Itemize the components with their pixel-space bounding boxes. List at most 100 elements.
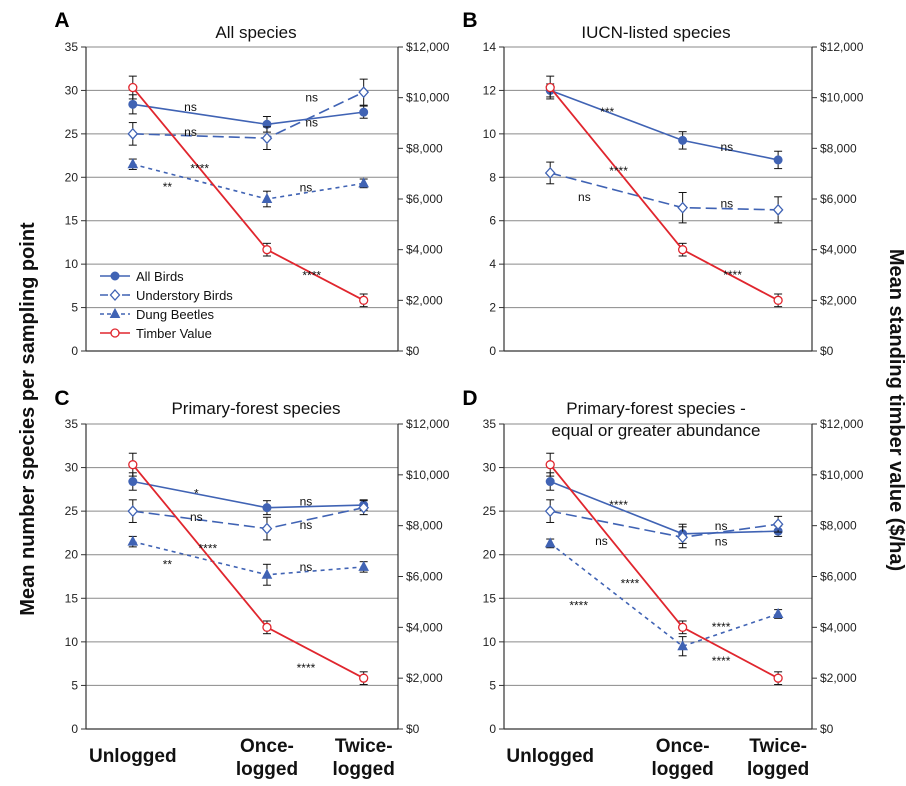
series-line (549, 542, 779, 648)
significance-annotation: ns (305, 116, 318, 130)
data-point (677, 531, 689, 544)
data-point (128, 82, 138, 93)
y-right-tick-label: $8,000 (820, 519, 857, 533)
y-right-tick-label: $12,000 (820, 40, 864, 54)
significance-annotation: **** (712, 654, 731, 668)
significance-annotation: ns (305, 90, 318, 104)
legend-label: Timber Value (136, 326, 212, 341)
y-right-tick-label: $4,000 (406, 620, 443, 634)
series-timber-value (545, 452, 783, 686)
y-right-tick-label: $2,000 (406, 293, 443, 307)
series-timber-value (128, 452, 369, 686)
data-point (677, 640, 688, 651)
series-line (132, 480, 364, 509)
legend: All Birds Understory Birds Dung Beetles Tim… (100, 269, 233, 341)
y-left-tick-label: 30 (65, 461, 79, 475)
y-right-tick-label: $6,000 (820, 570, 857, 584)
data-point (772, 203, 784, 216)
y-right-axis-title: Mean standing timber value ($/ha) (885, 249, 906, 571)
series-line (132, 464, 365, 679)
data-point (358, 560, 370, 571)
panel-title: equal or greater abundance (552, 421, 761, 440)
y-right-tick-label: $0 (406, 722, 420, 736)
significance-annotation: ns (720, 140, 733, 154)
panels: 0 5 10 15 20 25 30 35 $0 $2,000 $4,000 $6,000 $8,000… (54, 9, 863, 736)
series-timber-value (128, 75, 369, 308)
data-point (127, 535, 139, 546)
x-category-label: logged (333, 759, 395, 780)
panel-b: 0 2 4 6 8 10 12 14 $0 $2,000 $4,000 $6,000 $8,000 $10… (462, 9, 863, 358)
y-left-tick-label: 10 (65, 635, 79, 649)
data-point (127, 505, 139, 518)
significance-annotation: ns (715, 535, 728, 549)
significance-annotation: ns (300, 495, 313, 509)
data-point (358, 501, 370, 514)
panel-letter: C (54, 387, 69, 410)
data-point (359, 295, 369, 305)
y-left-tick-label: 35 (65, 40, 79, 54)
y-left-tick-label: 25 (483, 504, 497, 518)
data-point (358, 177, 370, 188)
panel-title: Primary-forest species (171, 399, 340, 418)
panel-title: Primary-forest species - (566, 399, 745, 418)
x-category-label: logged (747, 759, 809, 780)
significance-annotation: **** (198, 542, 217, 556)
significance-annotation: **** (723, 268, 742, 282)
x-category-label: logged (236, 759, 298, 780)
significance-annotation: ns (595, 534, 608, 548)
legend-label: Dung Beetles (136, 307, 215, 322)
y-left-tick-label: 0 (71, 344, 78, 358)
y-right-tick-label: $10,000 (406, 91, 450, 105)
y-left-tick-label: 25 (65, 504, 79, 518)
y-right-tick-label: $0 (406, 344, 420, 358)
significance-annotation: **** (190, 162, 209, 176)
significance-annotation: ns (300, 560, 313, 574)
y-right-tick-label: $4,000 (820, 620, 857, 634)
data-point (773, 673, 783, 683)
y-left-tick-label: 5 (489, 678, 496, 692)
significance-annotation: ** (163, 180, 173, 194)
y-left-tick-label: 20 (65, 548, 79, 562)
series-line (550, 510, 779, 539)
data-point (545, 477, 555, 487)
y-left-tick-label: 12 (483, 83, 497, 97)
y-right-tick-label: $0 (820, 344, 834, 358)
significance-annotation: ns (184, 100, 197, 114)
y-right-tick-label: $2,000 (820, 671, 857, 685)
significance-annotation: *** (600, 105, 614, 119)
y-right-tick-label: $10,000 (406, 468, 450, 482)
data-point (128, 460, 138, 470)
data-point (772, 607, 784, 618)
y-left-tick-label: 20 (65, 170, 79, 184)
data-point (261, 568, 273, 579)
y-right-tick-label: $12,000 (406, 40, 450, 54)
x-category-label: Once- (656, 736, 710, 757)
y-left-tick-label: 10 (483, 127, 497, 141)
y-left-tick-label: 30 (483, 461, 497, 475)
data-point (678, 135, 688, 145)
data-point (127, 158, 139, 169)
data-point (261, 522, 273, 535)
data-point (359, 673, 369, 683)
x-category-label: Twice- (335, 736, 393, 757)
x-category-label: Twice- (749, 736, 807, 757)
y-right-tick-label: $10,000 (820, 468, 864, 482)
series-line (549, 464, 779, 679)
y-left-tick-label: 15 (483, 591, 497, 605)
y-right-tick-label: $12,000 (820, 417, 864, 431)
data-point (772, 518, 784, 531)
y-left-tick-label: 15 (65, 591, 79, 605)
significance-annotation: ns (184, 125, 197, 139)
y-right-tick-label: $0 (820, 722, 834, 736)
legend-label: Understory Birds (136, 288, 233, 303)
significance-annotation: ns (190, 510, 203, 524)
data-point (545, 82, 555, 93)
data-point (128, 99, 138, 109)
data-point (677, 622, 688, 632)
y-left-tick-label: 35 (65, 417, 79, 431)
panel-title: All species (215, 23, 296, 42)
significance-annotation: **** (297, 661, 316, 675)
data-point (677, 245, 688, 255)
y-left-tick-label: 20 (483, 548, 497, 562)
